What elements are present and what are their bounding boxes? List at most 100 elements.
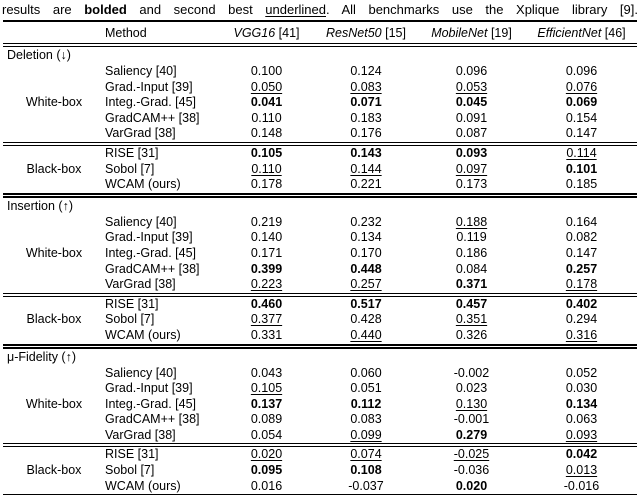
caption-text-1: results are (2, 2, 85, 17)
metric-value: 0.326 (417, 327, 526, 349)
table-row: VarGrad [38] 0.223 0.257 0.371 0.178 (3, 277, 637, 297)
metric-value: 0.124 (350, 64, 382, 78)
metric-value: 0.084 (455, 261, 488, 276)
metric-value: 0.257 (565, 261, 598, 276)
table-row: Black-box Sobol [7] 0.110 0.144 0.097 0.101 (3, 162, 637, 178)
col-header-vgg16: VGG16 [41] (218, 21, 315, 47)
section-title-row: Deletion (↓) (3, 45, 637, 64)
metric-value: 0.096 (455, 64, 488, 78)
metric-value: 0.223 (218, 277, 315, 297)
metric-value: 0.087 (417, 126, 526, 146)
metric-value: 0.082 (565, 230, 598, 245)
method-name: Sobol [7] (105, 312, 155, 327)
section-title: Insertion (↑) (7, 198, 73, 213)
metric-value: 0.030 (565, 381, 598, 396)
metric-value: 0.112 (350, 396, 382, 411)
table-row: White-box Integ.-Grad. [45] 0.137 0.112 0.13… (3, 397, 637, 413)
metric-value: 0.144 (350, 161, 382, 176)
group-label (3, 277, 105, 297)
method-name: Sobol [7] (105, 161, 155, 176)
group-label (3, 230, 105, 246)
metric-value: 0.063 (565, 412, 598, 427)
caption-underlined-word: underlined (265, 2, 326, 17)
metric-value: 0.170 (350, 245, 382, 260)
method-name: GradCAM++ [38] (105, 110, 200, 125)
metric-value: 0.095 (250, 463, 283, 478)
caption-text-2: and second best (126, 2, 266, 17)
method-name: Grad.-Input [39] (105, 381, 193, 396)
metric-value: -0.001 (453, 412, 490, 427)
metric-value: 0.457 (455, 296, 488, 311)
metric-value: 0.051 (350, 381, 382, 396)
metric-value: 0.448 (350, 261, 382, 276)
metric-value: 0.460 (250, 296, 283, 311)
col-header-efficientnet: EfficientNet [46] (526, 21, 637, 47)
metric-value: 0.232 (350, 214, 382, 229)
metric-value: 0.183 (350, 110, 382, 125)
group-label (3, 327, 105, 349)
col-header-resnet50: ResNet50 [15] (315, 21, 417, 47)
table-row: GradCAM++ [38] 0.089 0.083 -0.001 0.063 (3, 412, 637, 428)
metric-value: 0.164 (565, 214, 598, 229)
metric-value: 0.076 (565, 79, 598, 94)
group-label (3, 427, 105, 448)
metric-value: 0.279 (417, 427, 526, 448)
table-row: Black-box Sobol [7] 0.377 0.428 0.351 0.294 (3, 312, 637, 328)
metric-value: 0.221 (315, 177, 417, 198)
metric-value: 0.045 (455, 95, 488, 110)
group-label: Black-box (26, 463, 82, 478)
metric-value: 0.173 (417, 177, 526, 198)
metric-value: 0.110 (251, 110, 282, 125)
col-header-method: Method (105, 21, 218, 47)
metric-value: 0.178 (218, 177, 315, 198)
metric-value: 0.093 (526, 427, 637, 448)
group-label (3, 144, 105, 162)
group-label (3, 478, 105, 495)
metric-value: 0.013 (565, 463, 598, 478)
metric-value: 0.134 (350, 230, 382, 245)
metric-value: 0.074 (350, 447, 382, 462)
table-row: RISE [31] 0.020 0.074 -0.025 0.042 (3, 445, 637, 463)
group-label: White-box (25, 245, 83, 260)
metric-value: 0.130 (455, 396, 488, 411)
metric-value: -0.016 (526, 478, 637, 495)
method-name: VarGrad [38] (105, 427, 218, 448)
metric-value: 0.171 (250, 245, 283, 260)
header-spacer (3, 21, 105, 47)
metric-value: 0.143 (350, 145, 382, 160)
method-name: Grad.-Input [39] (105, 230, 193, 245)
method-name: GradCAM++ [38] (105, 412, 200, 427)
metric-value: 0.154 (565, 110, 598, 125)
metric-value: 0.440 (315, 327, 417, 349)
metric-value: 0.377 (250, 312, 283, 327)
table-row: Grad.-Input [39] 0.105 0.051 0.023 0.030 (3, 381, 637, 397)
table-row: Saliency [40] 0.219 0.232 0.188 0.164 (3, 215, 637, 231)
table-row: VarGrad [38] 0.054 0.099 0.279 0.093 (3, 427, 637, 448)
group-label (3, 412, 105, 428)
metric-value: 0.108 (350, 463, 382, 478)
method-name: WCAM (ours) (105, 177, 218, 198)
group-label (3, 366, 105, 382)
method-name: Sobol [7] (105, 463, 155, 478)
group-label (3, 295, 105, 313)
section-title-row: Insertion (↑) (3, 195, 637, 215)
table-row: Grad.-Input [39] 0.050 0.083 0.053 0.076 (3, 80, 637, 96)
metric-value: 0.041 (250, 95, 283, 110)
table-row: GradCAM++ [38] 0.399 0.448 0.084 0.257 (3, 262, 637, 278)
table-row: WCAM (ours) 0.331 0.440 0.326 0.316 (3, 327, 637, 349)
group-label (3, 445, 105, 463)
method-name: Saliency [40] (105, 64, 177, 78)
metric-value: 0.257 (315, 277, 417, 297)
metric-value: 0.219 (250, 214, 283, 229)
method-name: RISE [31] (105, 145, 159, 160)
table-row: WCAM (ours) 0.178 0.221 0.173 0.185 (3, 177, 637, 198)
table-body: Deletion (↓) Saliency [40] 0.100 0.124 0.096… (3, 45, 637, 495)
metric-value: 0.147 (526, 126, 637, 146)
table-row: RISE [31] 0.105 0.143 0.093 0.114 (3, 144, 637, 162)
metric-value: 0.069 (565, 95, 598, 110)
metric-value: 0.043 (250, 365, 283, 380)
table-row: Black-box Sobol [7] 0.095 0.108 -0.036 0.013 (3, 463, 637, 479)
caption-bold-word: bolded (84, 2, 127, 17)
section-title: μ-Fidelity (↑) (7, 349, 77, 364)
